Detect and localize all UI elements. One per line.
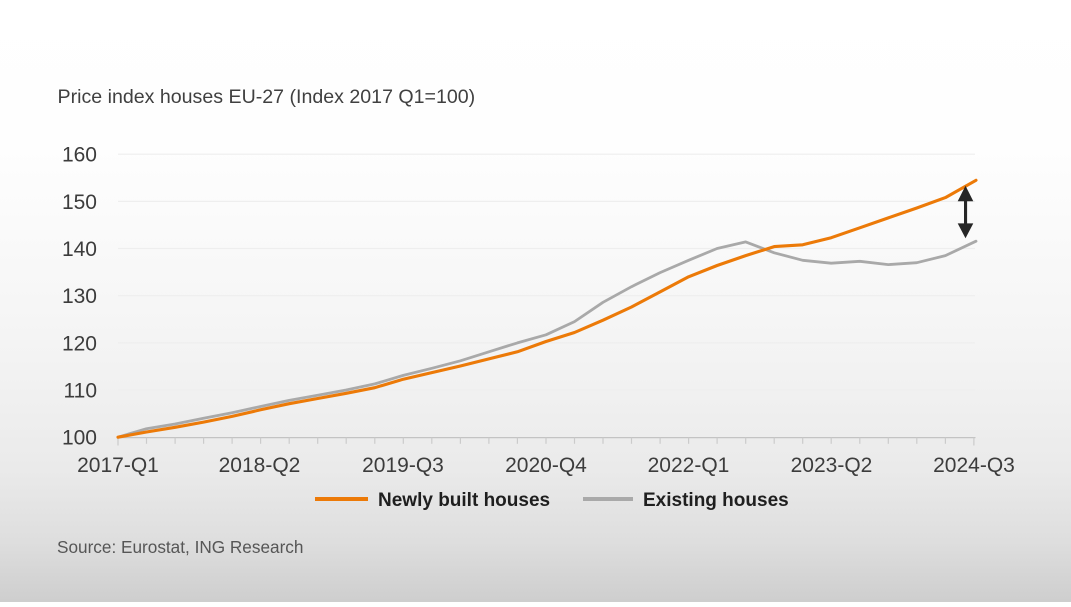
svg-text:2024-Q3: 2024-Q3 xyxy=(933,454,1015,477)
svg-text:150: 150 xyxy=(62,191,97,214)
svg-text:140: 140 xyxy=(62,238,97,261)
svg-text:130: 130 xyxy=(62,285,97,308)
svg-text:Price index houses EU-27 (Inde: Price index houses EU-27 (Index 2017 Q1=… xyxy=(58,86,476,108)
svg-text:2018-Q2: 2018-Q2 xyxy=(219,454,301,477)
svg-text:Newly built houses: Newly built houses xyxy=(378,490,550,511)
svg-text:2023-Q2: 2023-Q2 xyxy=(791,454,873,477)
svg-text:2020-Q4: 2020-Q4 xyxy=(505,454,587,477)
svg-text:100: 100 xyxy=(62,427,97,450)
svg-text:2017-Q1: 2017-Q1 xyxy=(77,454,159,477)
svg-text:120: 120 xyxy=(62,332,97,355)
svg-text:110: 110 xyxy=(64,379,97,402)
svg-text:160: 160 xyxy=(62,144,97,167)
svg-text:Existing houses: Existing houses xyxy=(643,490,789,511)
svg-text:2019-Q3: 2019-Q3 xyxy=(362,454,444,477)
svg-text:Source: Eurostat, ING Research: Source: Eurostat, ING Research xyxy=(57,537,303,557)
svg-text:2022-Q1: 2022-Q1 xyxy=(648,454,730,477)
